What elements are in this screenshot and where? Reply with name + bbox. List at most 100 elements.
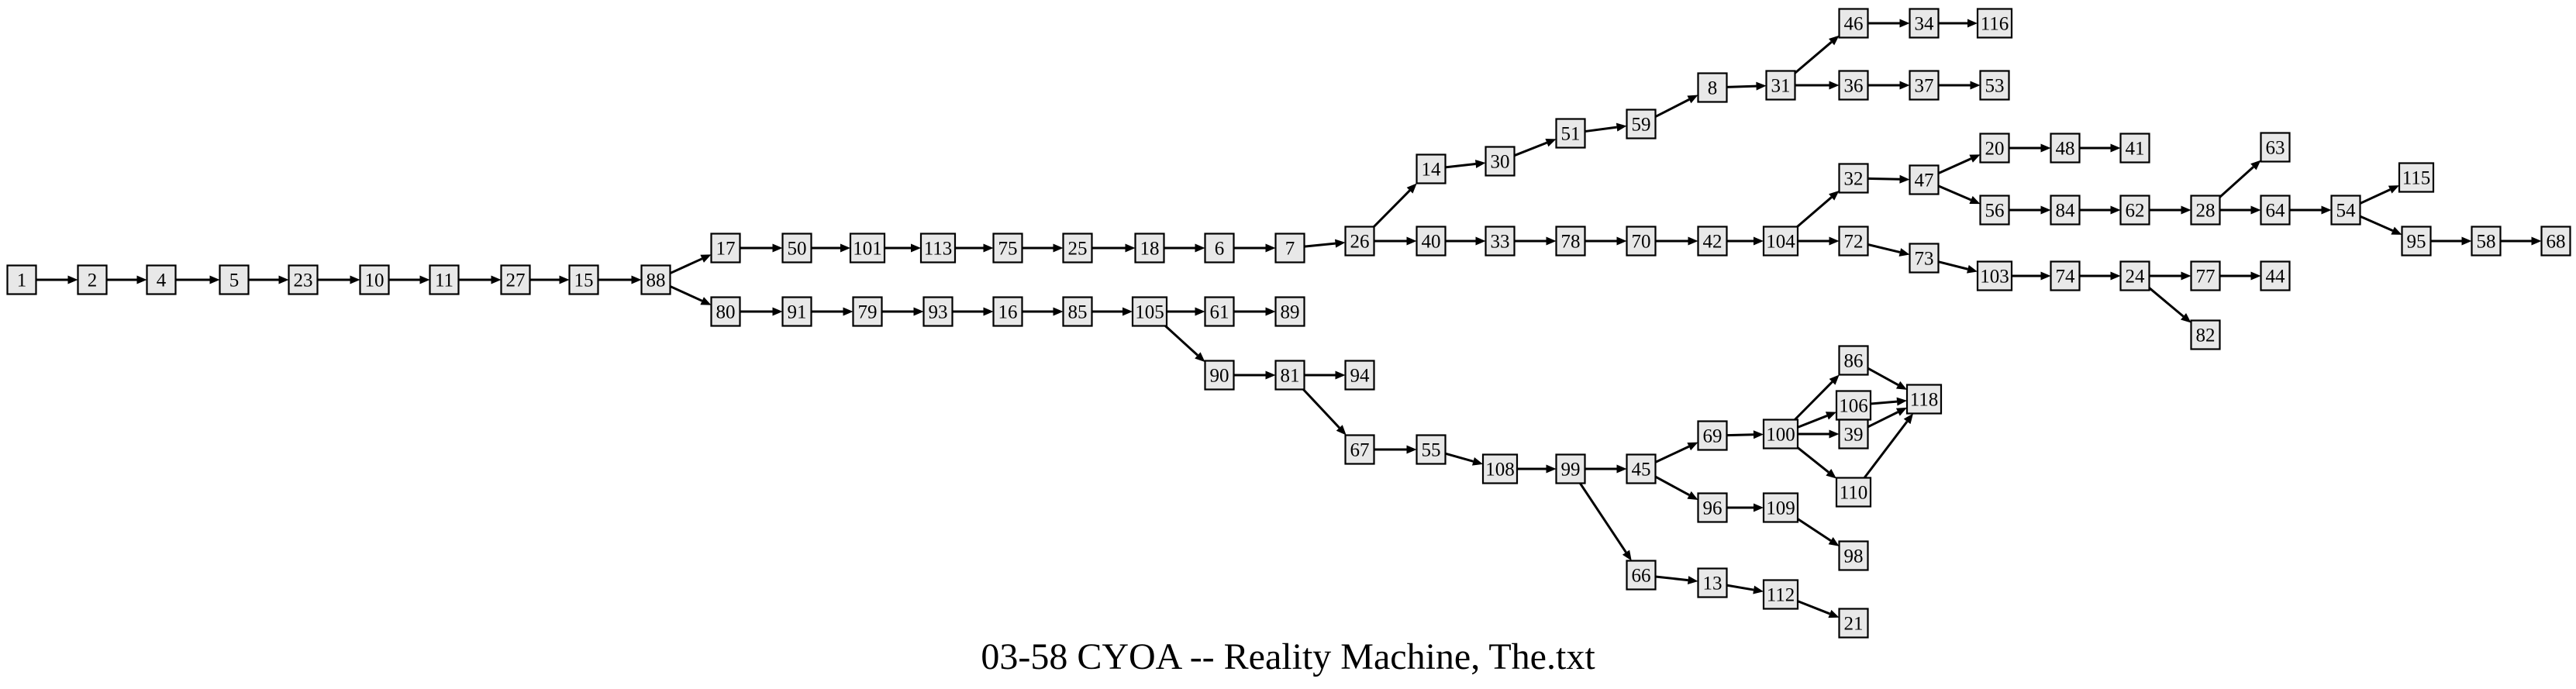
node-115: 115 bbox=[2398, 162, 2435, 193]
node-46: 46 bbox=[1838, 8, 1869, 39]
edge-line bbox=[2359, 215, 2394, 233]
node-113: 113 bbox=[919, 233, 957, 264]
node-box bbox=[1765, 70, 1796, 101]
node-label: 109 bbox=[1766, 498, 1795, 519]
arrowhead-icon bbox=[2388, 185, 2399, 194]
arrowhead-icon bbox=[772, 243, 783, 253]
node-box bbox=[1838, 70, 1869, 101]
edge-14-to-30 bbox=[1445, 160, 1486, 169]
node-13: 13 bbox=[1697, 567, 1728, 598]
arrowhead-icon bbox=[1829, 190, 1840, 201]
node-18: 18 bbox=[1134, 233, 1165, 264]
arrowhead-icon bbox=[1616, 464, 1627, 474]
node-label: 81 bbox=[1281, 366, 1300, 387]
node-label: 110 bbox=[1840, 483, 1868, 504]
arrowhead-icon bbox=[1122, 307, 1133, 316]
node-label: 68 bbox=[2547, 232, 2566, 253]
node-58: 58 bbox=[2471, 226, 2502, 257]
edge-105-to-61 bbox=[1167, 307, 1205, 316]
edge-7-to-26 bbox=[1304, 239, 1346, 248]
node-box bbox=[781, 296, 812, 327]
edge-line bbox=[1797, 446, 1829, 474]
node-box bbox=[1344, 360, 1375, 391]
node-box bbox=[1131, 296, 1168, 327]
edge-line bbox=[1726, 433, 1754, 437]
edge-13-to-112 bbox=[1726, 584, 1764, 594]
edge-81-to-67 bbox=[1302, 388, 1347, 436]
node-14: 14 bbox=[1416, 153, 1447, 184]
node-box bbox=[1979, 70, 2010, 101]
node-4: 4 bbox=[146, 264, 177, 295]
edge-61-to-89 bbox=[1233, 307, 1276, 316]
node-47: 47 bbox=[1909, 164, 1940, 195]
edge-112-to-21 bbox=[1797, 600, 1840, 618]
arrowhead-icon bbox=[1899, 19, 1910, 28]
arrowhead-icon bbox=[1829, 374, 1840, 385]
node-label: 115 bbox=[2402, 168, 2431, 189]
edge-48-to-41 bbox=[2079, 143, 2121, 153]
node-68: 68 bbox=[2540, 226, 2571, 257]
node-label: 72 bbox=[1844, 232, 1864, 253]
edge-67-to-55 bbox=[1374, 445, 1417, 454]
node-box bbox=[1976, 260, 2013, 291]
edge-85-to-105 bbox=[1091, 307, 1133, 316]
node-8: 8 bbox=[1697, 72, 1728, 103]
node-label: 98 bbox=[1844, 546, 1864, 567]
node-label: 82 bbox=[2196, 326, 2216, 346]
edge-line bbox=[1797, 415, 1828, 429]
node-box bbox=[288, 264, 319, 295]
node-box bbox=[2260, 260, 2291, 291]
edge-28-to-63 bbox=[2219, 160, 2261, 198]
node-label: 63 bbox=[2266, 138, 2285, 159]
arrowhead-icon bbox=[1195, 307, 1205, 316]
node-15: 15 bbox=[568, 264, 599, 295]
edge-81-to-94 bbox=[1304, 370, 1346, 380]
node-label: 27 bbox=[506, 270, 526, 291]
edge-72-to-73 bbox=[1867, 243, 1910, 257]
node-66: 66 bbox=[1626, 560, 1657, 591]
node-label: 5 bbox=[229, 270, 240, 291]
arrowhead-icon bbox=[1688, 236, 1698, 246]
arrowhead-icon bbox=[1335, 370, 1346, 380]
edge-28-to-64 bbox=[2219, 205, 2261, 215]
node-box bbox=[1697, 567, 1728, 598]
node-label: 45 bbox=[1632, 460, 1651, 481]
node-box bbox=[1838, 540, 1869, 571]
arrowhead-icon bbox=[1265, 243, 1276, 253]
node-53: 53 bbox=[1979, 70, 2010, 101]
node-box bbox=[2119, 195, 2150, 226]
node-106: 106 bbox=[1835, 390, 1872, 421]
node-31: 31 bbox=[1765, 70, 1796, 101]
node-36: 36 bbox=[1838, 70, 1869, 101]
edge-55-to-108 bbox=[1445, 452, 1483, 466]
arrowhead-icon bbox=[559, 275, 570, 284]
edge-51-to-59 bbox=[1585, 122, 1627, 133]
node-1: 1 bbox=[6, 264, 37, 295]
node-label: 101 bbox=[853, 239, 882, 260]
node-box bbox=[2540, 226, 2571, 257]
node-box bbox=[6, 264, 37, 295]
node-box bbox=[2050, 260, 2081, 291]
arrowhead-icon bbox=[700, 254, 712, 263]
node-box bbox=[1555, 453, 1586, 484]
arrowhead-icon bbox=[772, 307, 783, 316]
arrowhead-icon bbox=[1265, 370, 1276, 380]
node-62: 62 bbox=[2119, 195, 2150, 226]
node-label: 39 bbox=[1844, 425, 1864, 446]
node-89: 89 bbox=[1274, 296, 1305, 327]
arrowhead-icon bbox=[1336, 425, 1347, 436]
node-label: 13 bbox=[1703, 574, 1723, 594]
arrowhead-icon bbox=[136, 275, 147, 284]
node-box bbox=[1762, 419, 1799, 450]
arrowhead-icon bbox=[2181, 271, 2191, 281]
node-42: 42 bbox=[1697, 226, 1728, 257]
node-48: 48 bbox=[2050, 133, 2081, 164]
node-101: 101 bbox=[849, 233, 886, 264]
node-label: 61 bbox=[1210, 302, 1229, 323]
node-label: 116 bbox=[1981, 14, 2009, 35]
edge-113-to-75 bbox=[955, 243, 994, 253]
node-label: 25 bbox=[1068, 239, 1088, 260]
node-label: 33 bbox=[1491, 232, 1510, 253]
node-80: 80 bbox=[710, 296, 741, 327]
node-box bbox=[1762, 226, 1799, 257]
